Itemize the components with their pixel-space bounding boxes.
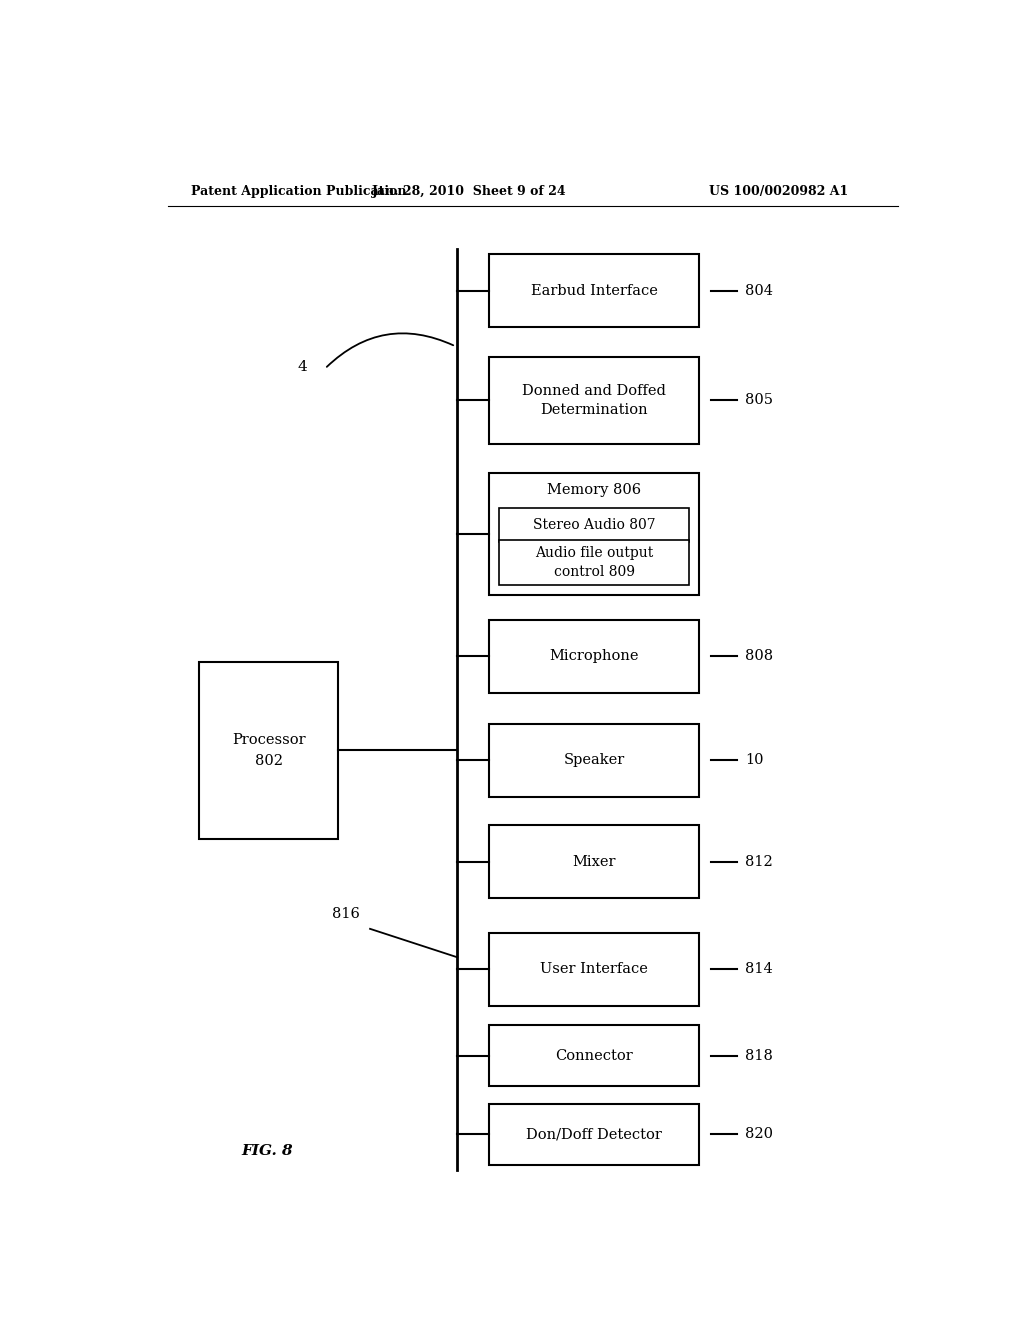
- Text: Connector: Connector: [555, 1049, 633, 1063]
- Text: FIG. 8: FIG. 8: [241, 1144, 293, 1159]
- Text: 814: 814: [745, 962, 773, 977]
- Text: 804: 804: [745, 284, 773, 297]
- Text: 4: 4: [298, 360, 307, 374]
- Text: Patent Application Publication: Patent Application Publication: [191, 185, 407, 198]
- Text: 10: 10: [745, 754, 764, 767]
- Text: Don/Doff Detector: Don/Doff Detector: [526, 1127, 663, 1142]
- Text: Microphone: Microphone: [550, 649, 639, 664]
- Text: Stereo Audio 807: Stereo Audio 807: [532, 517, 655, 532]
- Bar: [500, 540, 689, 585]
- Bar: [500, 508, 689, 541]
- Text: 808: 808: [745, 649, 773, 664]
- Bar: [489, 825, 699, 899]
- Text: Speaker: Speaker: [563, 754, 625, 767]
- Text: 805: 805: [745, 393, 773, 408]
- Text: US 100/0020982 A1: US 100/0020982 A1: [710, 185, 848, 198]
- Text: Mixer: Mixer: [572, 855, 616, 869]
- Text: Processor
802: Processor 802: [232, 733, 306, 768]
- Text: User Interface: User Interface: [541, 962, 648, 977]
- Bar: [489, 253, 699, 327]
- Text: Audio file output
control 809: Audio file output control 809: [536, 546, 653, 578]
- Bar: [489, 723, 699, 797]
- Text: 816: 816: [333, 907, 360, 920]
- Bar: [489, 358, 699, 444]
- Text: Jan. 28, 2010  Sheet 9 of 24: Jan. 28, 2010 Sheet 9 of 24: [372, 185, 566, 198]
- Text: Memory 806: Memory 806: [547, 483, 641, 496]
- Bar: [489, 474, 699, 595]
- Text: Donned and Doffed
Determination: Donned and Doffed Determination: [522, 384, 667, 417]
- Bar: [489, 933, 699, 1006]
- Bar: [489, 1104, 699, 1164]
- Text: 820: 820: [745, 1127, 773, 1142]
- Bar: [489, 620, 699, 693]
- Text: 818: 818: [745, 1049, 773, 1063]
- Text: Earbud Interface: Earbud Interface: [530, 284, 657, 297]
- Text: 812: 812: [745, 855, 773, 869]
- Bar: [489, 1026, 699, 1086]
- Bar: [200, 661, 338, 840]
